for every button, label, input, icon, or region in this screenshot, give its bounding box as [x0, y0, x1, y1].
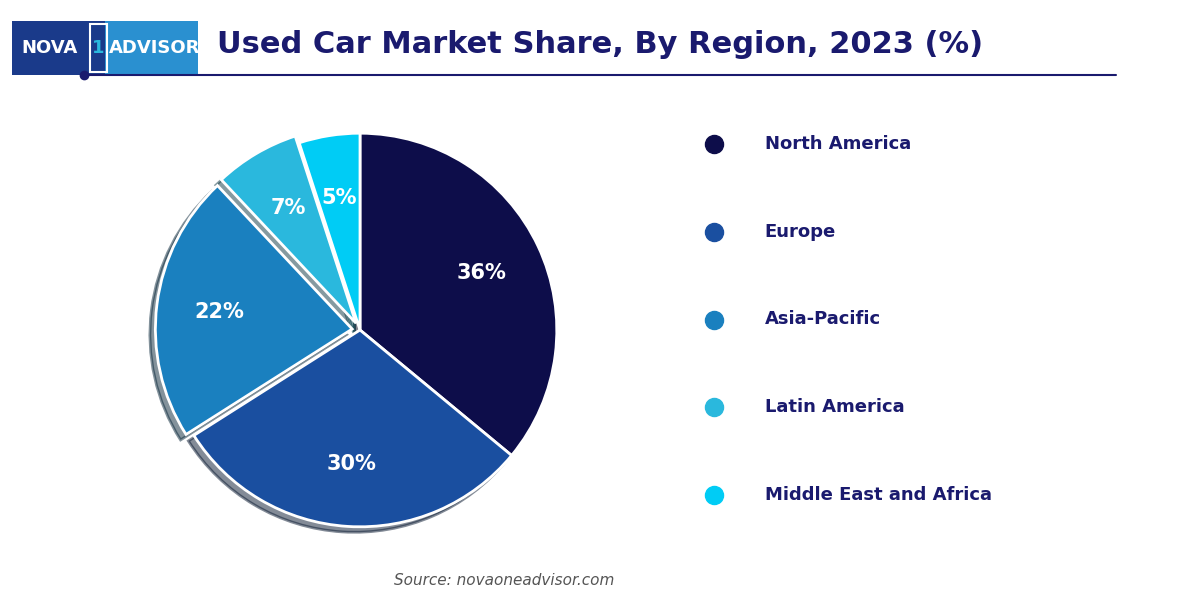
- Wedge shape: [299, 133, 360, 330]
- FancyBboxPatch shape: [12, 21, 106, 75]
- Text: 36%: 36%: [456, 263, 506, 283]
- Text: 1: 1: [92, 39, 104, 57]
- Wedge shape: [221, 136, 356, 323]
- FancyBboxPatch shape: [106, 21, 198, 75]
- Text: Middle East and Africa: Middle East and Africa: [764, 486, 991, 504]
- Text: Asia-Pacific: Asia-Pacific: [764, 311, 881, 329]
- Text: 30%: 30%: [326, 454, 377, 473]
- Text: Latin America: Latin America: [764, 398, 905, 416]
- Text: 7%: 7%: [270, 198, 306, 218]
- Text: Europe: Europe: [764, 223, 836, 241]
- Text: North America: North America: [764, 135, 911, 153]
- Text: NOVA: NOVA: [22, 39, 78, 57]
- Text: ADVISOR: ADVISOR: [109, 39, 200, 57]
- Wedge shape: [155, 185, 352, 434]
- Text: 22%: 22%: [194, 302, 245, 322]
- Wedge shape: [360, 133, 557, 455]
- Text: Source: novaoneadvisor.com: Source: novaoneadvisor.com: [394, 573, 614, 588]
- Wedge shape: [194, 330, 511, 527]
- Text: Used Car Market Share, By Region, 2023 (%): Used Car Market Share, By Region, 2023 (…: [217, 30, 983, 59]
- Text: 5%: 5%: [322, 188, 356, 208]
